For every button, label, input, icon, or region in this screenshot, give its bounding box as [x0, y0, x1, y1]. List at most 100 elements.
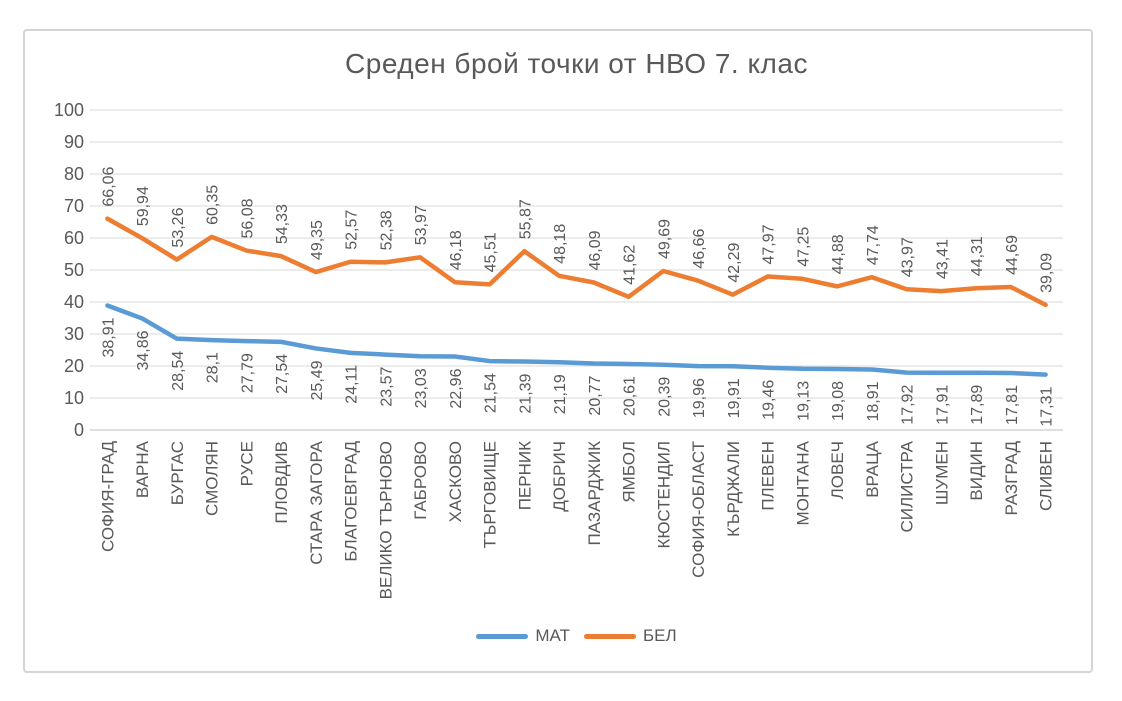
category-label: СОФИЯ-ОБЛАСТ	[689, 441, 708, 578]
series-line-mat	[105, 303, 1048, 377]
data-label-mat: 17,89	[969, 385, 986, 425]
category-label: ПЕРНИК	[515, 441, 534, 510]
data-label-mat: 20,77	[587, 375, 604, 415]
data-label-mat: 25,49	[309, 360, 326, 400]
data-label-bel: 53,97	[413, 205, 430, 245]
category-label: ВЕЛИКО ТЪРНОВО	[376, 441, 395, 599]
data-label-mat: 21,54	[483, 373, 500, 413]
data-label-bel: 45,51	[483, 232, 500, 272]
category-label: ПАЗАРДЖИК	[585, 441, 604, 546]
category-label: СОФИЯ-ГРАД	[98, 441, 117, 553]
category-label: СИЛИСТРА	[898, 440, 917, 532]
data-label-bel: 41,62	[622, 245, 639, 285]
data-label-bel: 52,38	[378, 210, 395, 250]
data-label-mat: 21,19	[552, 374, 569, 414]
category-label: ПЛОВДИВ	[272, 441, 291, 524]
data-label-mat: 23,57	[378, 366, 395, 406]
data-label-mat: 17,31	[1039, 387, 1056, 427]
data-label-mat: 38,91	[100, 317, 117, 357]
data-label-bel: 54,33	[274, 204, 291, 244]
data-label-mat: 22,96	[448, 368, 465, 408]
y-tick-label: 90	[64, 132, 84, 152]
category-label: СМОЛЯН	[203, 441, 222, 516]
category-label: РУСЕ	[237, 441, 256, 486]
y-tick-label: 0	[74, 420, 84, 440]
mat-line-swatch-icon	[476, 633, 529, 639]
category-label: РАЗГРАД	[1002, 441, 1021, 516]
data-label-bel: 46,18	[448, 230, 465, 270]
category-label: ТЪРГОВИЩЕ	[481, 441, 500, 549]
data-label-mat: 17,91	[934, 385, 951, 425]
data-label-bel: 60,35	[205, 185, 222, 225]
y-tick-label: 30	[64, 324, 84, 344]
data-label-mat: 34,86	[135, 330, 152, 370]
category-label: ВАРНА	[133, 440, 152, 498]
category-label: СЛИВЕН	[1037, 441, 1056, 511]
data-label-mat: 21,39	[517, 373, 534, 413]
bel-line-swatch-icon	[583, 633, 636, 639]
data-label-bel: 48,18	[552, 224, 569, 264]
data-label-bel: 46,66	[691, 229, 708, 269]
data-label-bel: 47,74	[865, 225, 882, 265]
data-label-bel: 42,29	[726, 243, 743, 283]
category-label: ДОБРИЧ	[550, 441, 569, 512]
y-tick-label: 20	[64, 356, 84, 376]
y-tick-label: 40	[64, 292, 84, 312]
data-label-bel: 49,69	[656, 219, 673, 259]
series-line-bel	[105, 216, 1048, 308]
y-tick-label: 50	[64, 260, 84, 280]
data-label-bel: 44,69	[1004, 235, 1021, 275]
data-label-bel: 47,25	[795, 227, 812, 267]
legend-label-bel: БЕЛ	[642, 626, 677, 645]
data-label-mat: 19,13	[795, 381, 812, 421]
y-tick-label: 80	[64, 164, 84, 184]
category-label: ВИДИН	[967, 441, 986, 501]
data-label-bel: 43,41	[934, 239, 951, 279]
data-label-mat: 28,54	[170, 351, 187, 391]
data-label-bel: 66,06	[100, 166, 117, 206]
data-label-mat: 27,54	[274, 354, 291, 394]
category-label: ШУМЕН	[932, 441, 951, 505]
category-label: БУРГАС	[168, 441, 187, 505]
category-label: БЛАГОЕВГРАД	[342, 441, 361, 562]
data-label-mat: 27,79	[239, 353, 256, 393]
data-label-bel: 44,31	[969, 236, 986, 276]
chart-frame	[23, 29, 1093, 673]
category-label: КЮСТЕНДИЛ	[654, 441, 673, 549]
data-label-bel: 55,87	[517, 199, 534, 239]
category-label: ПЛЕВЕН	[759, 441, 778, 511]
data-label-bel: 46,09	[587, 230, 604, 270]
data-label-bel: 44,88	[830, 234, 847, 274]
y-tick-label: 10	[64, 388, 84, 408]
data-label-mat: 19,46	[761, 380, 778, 420]
chart-title: Среден брой точки от НВО 7. клас	[345, 48, 808, 79]
data-label-mat: 20,61	[622, 376, 639, 416]
data-label-mat: 23,03	[413, 368, 430, 408]
category-label: МОНТАНА	[793, 440, 812, 525]
category-label: ЯМБОЛ	[620, 441, 639, 503]
data-label-mat: 17,92	[900, 385, 917, 425]
data-label-bel: 53,26	[170, 207, 187, 247]
y-tick-label: 60	[64, 228, 84, 248]
category-label: ЛОВЕЧ	[828, 441, 847, 499]
data-label-mat: 20,39	[656, 377, 673, 417]
category-label: ХАСКОВО	[446, 441, 465, 523]
category-label: ГАБРОВО	[411, 441, 430, 520]
category-label: КЪРДЖАЛИ	[724, 441, 743, 537]
data-label-bel: 56,08	[239, 198, 256, 238]
legend-item-mat: МАТ	[476, 626, 570, 646]
data-label-mat: 19,08	[830, 381, 847, 421]
data-label-mat: 24,11	[344, 365, 361, 404]
data-label-bel: 49,35	[309, 220, 326, 260]
legend-item-bel: БЕЛ	[583, 626, 677, 646]
data-label-mat: 19,96	[691, 378, 708, 418]
data-label-bel: 39,09	[1039, 253, 1056, 293]
data-label-mat: 19,91	[726, 378, 743, 418]
data-label-mat: 17,81	[1004, 385, 1021, 425]
y-tick-label: 100	[54, 100, 84, 120]
data-label-mat: 28,1	[205, 352, 222, 383]
category-label: СТАРА ЗАГОРА	[307, 440, 326, 564]
data-label-bel: 52,57	[344, 210, 361, 250]
y-tick-label: 70	[64, 196, 84, 216]
